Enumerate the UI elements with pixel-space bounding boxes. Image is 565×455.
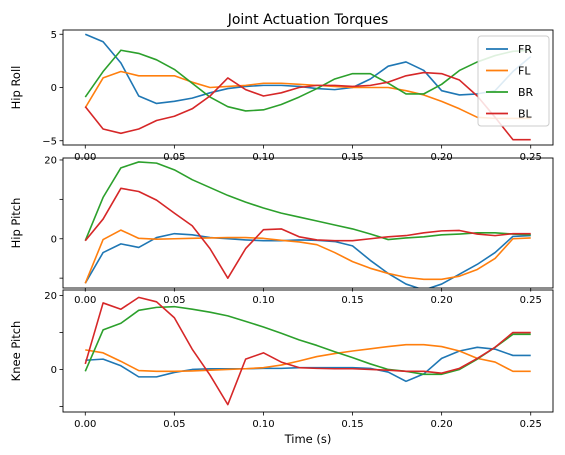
x-tick-label: 0.25: [520, 295, 542, 306]
y-tick-label: 20: [44, 156, 57, 167]
x-tick-label: 0.00: [74, 295, 96, 306]
series-line-fl-1: [84, 70, 531, 120]
plot-frame-3: [62, 289, 554, 413]
y-tick-label: 0: [51, 83, 57, 94]
x-tick-label: 0.15: [341, 295, 363, 306]
legend-box: [477, 35, 550, 127]
legend-label-br: BR: [518, 86, 534, 99]
y-axis-label-1: Hip Roll: [9, 66, 23, 110]
y-tick-label: 20: [44, 291, 57, 302]
y-tick-label: 0: [51, 234, 57, 245]
y-tick-label: −5: [42, 136, 57, 147]
x-tick-label: 0.20: [431, 295, 453, 306]
series-line-br-1: [84, 49, 531, 112]
series-line-fr-1: [84, 33, 532, 105]
series-line-fl-2: [84, 229, 531, 284]
legend-label-bl: BL: [518, 108, 533, 121]
x-tick-label: 0.15: [341, 419, 363, 430]
x-tick-label: 0.05: [163, 419, 185, 430]
legend-label-fr: FR: [518, 43, 532, 56]
x-tick-label: 0.10: [252, 152, 274, 163]
chart-title: Joint Actuation Torques: [227, 12, 389, 28]
subplot-1: 0.00 0.05 0.10 0.15 0.20 0.25 −5 0 5 Hip Roll FR FL…: [9, 29, 554, 163]
y-tick-label: 0: [51, 365, 57, 376]
x-axis-label: Time (s): [284, 432, 332, 446]
series-line-br-3: [84, 305, 531, 376]
x-tick-label: 0.10: [252, 295, 274, 306]
subplot-2: 0.00 0.05 0.10 0.15 0.20 0.25 0 20 Hip Pitch: [9, 156, 554, 306]
y-axis-label-2: Hip Pitch: [9, 198, 23, 249]
y-tick-label: 5: [51, 30, 57, 41]
x-tick-label: 0.00: [74, 419, 96, 430]
series-line-bl-3: [84, 296, 531, 406]
series-line-br-2: [84, 161, 531, 242]
x-tick-label: 0.25: [520, 152, 542, 163]
x-tick-label: 0.25: [520, 419, 542, 430]
series-line-fl-3: [85, 343, 531, 373]
x-tick-label: 0.20: [431, 152, 453, 163]
x-tick-label: 0.05: [163, 152, 185, 163]
y-axis-label-3: Knee Pitch: [9, 321, 23, 382]
series-line-bl-1: [84, 71, 531, 141]
legend-label-fl: FL: [518, 65, 531, 78]
x-tick-label: 0.10: [252, 419, 274, 430]
x-tick-label: 0.20: [431, 419, 453, 430]
legend: FR FL BR BL: [477, 35, 550, 127]
x-tick-label: 0.15: [341, 152, 363, 163]
subplot-3: 0.00 0.05 0.10 0.15 0.20 0.25 0 20 Knee Pitch: [9, 289, 554, 430]
series-line-fr-2: [84, 232, 531, 288]
x-tick-label: 0.05: [163, 295, 185, 306]
series-line-bl-2: [84, 187, 531, 279]
x-tick-label: 0.00: [74, 152, 96, 163]
plot-frame-2: [62, 157, 554, 289]
